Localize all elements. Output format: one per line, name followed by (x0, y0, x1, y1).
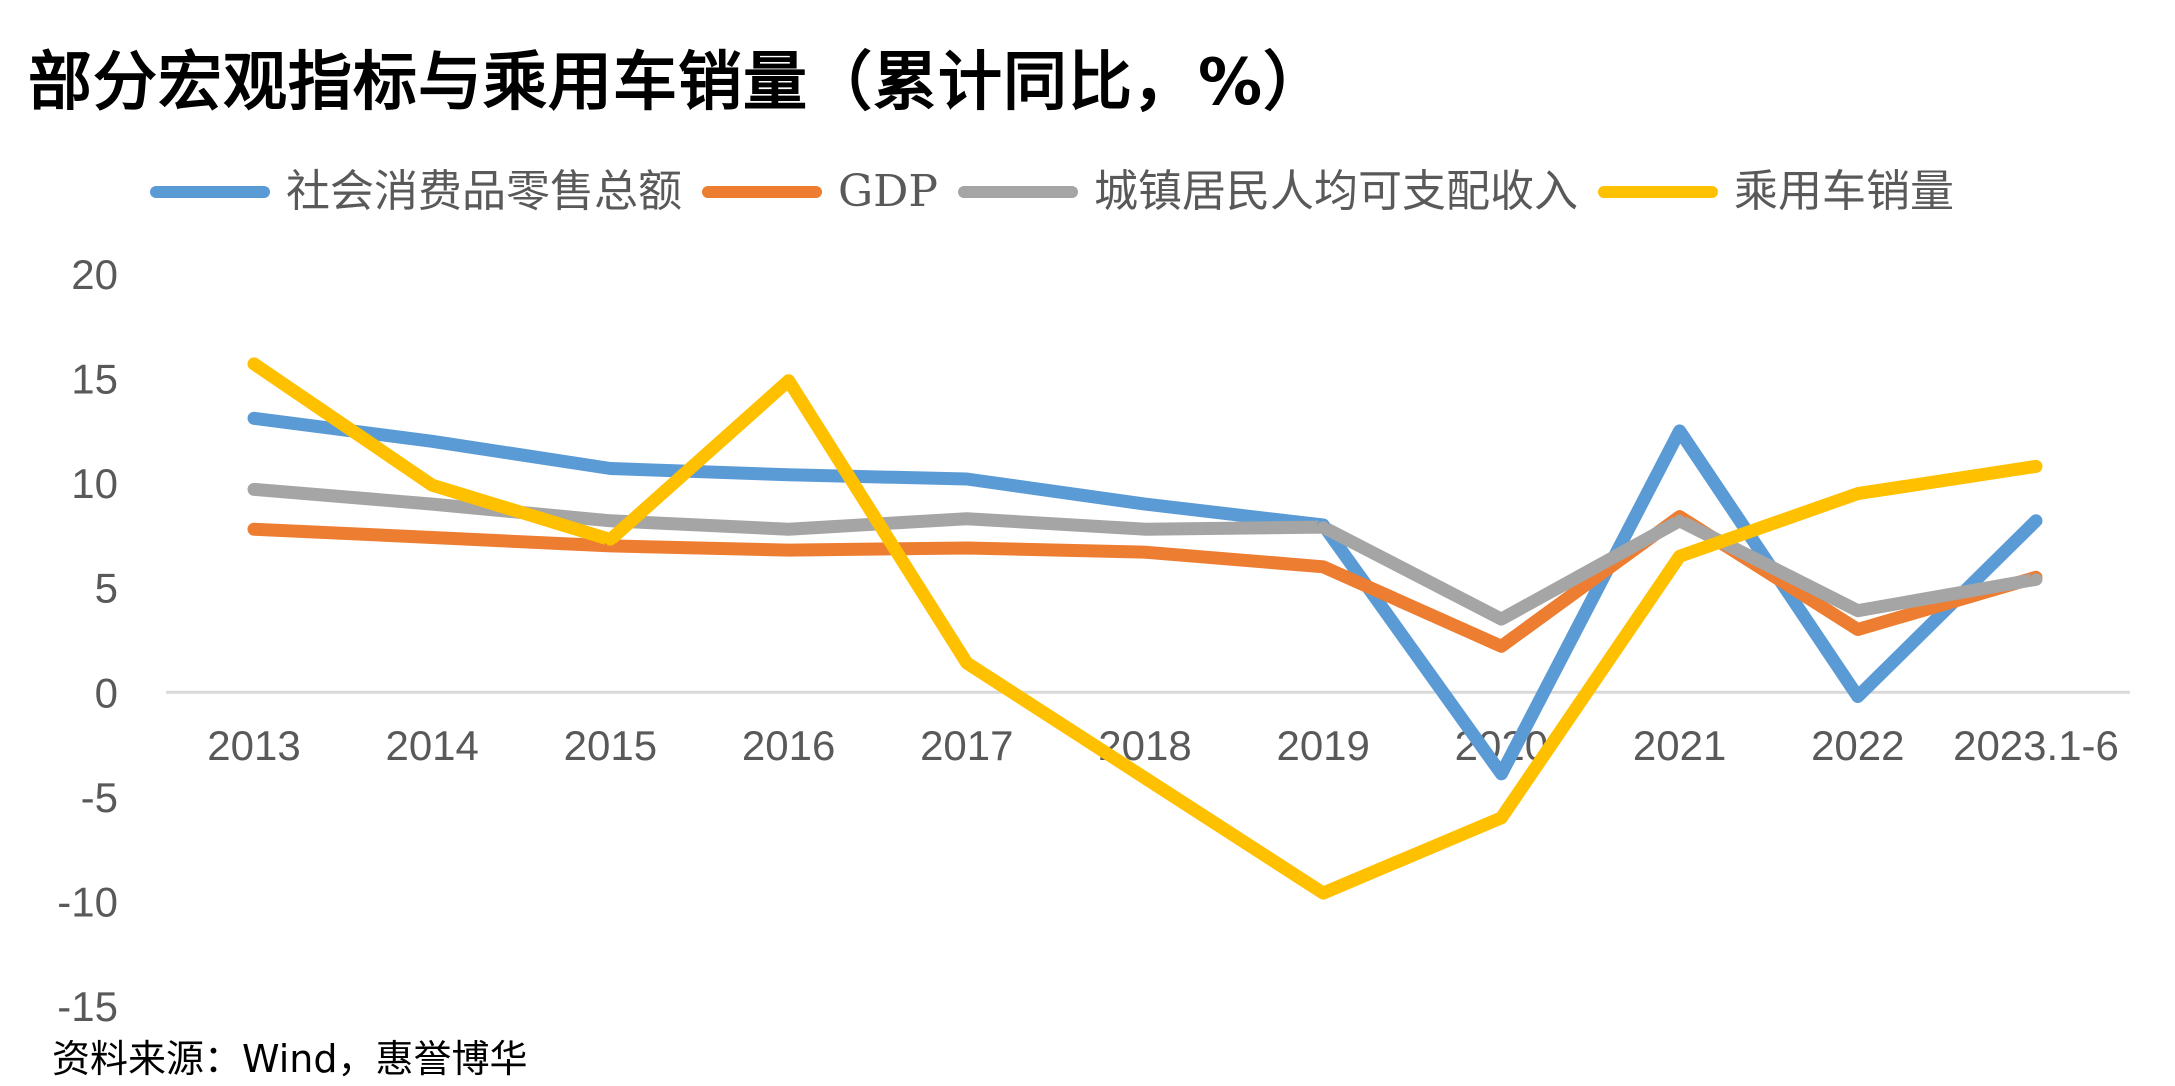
legend-item-passenger-car-sales: 乘用车销量 (1598, 162, 1954, 222)
data-point-3-7 (1495, 811, 1508, 824)
data-point-1-0 (248, 523, 260, 536)
data-point-3-9 (1851, 487, 1864, 500)
series-line-1 (247, 510, 2043, 653)
data-point-3-6 (1317, 887, 1330, 900)
y-tick-label: 20 (71, 251, 118, 298)
data-point-0-2 (604, 462, 617, 475)
data-point-3-10 (2030, 460, 2042, 473)
chart-title: 部分宏观指标与乘用车销量（累计同比，%） (28, 46, 1329, 120)
y-tick-label: -5 (81, 774, 118, 821)
data-point-2-9 (1851, 604, 1864, 617)
x-tick-label: 2013 (207, 722, 300, 769)
y-tick-label: 0 (95, 669, 118, 716)
x-tick-label: 2019 (1276, 722, 1369, 769)
legend-item-gdp: GDP (702, 162, 938, 222)
y-tick-label: 10 (71, 460, 118, 507)
data-point-1-7 (1495, 640, 1508, 653)
x-tick-label: 2023.1-6 (1953, 722, 2119, 769)
legend-label-retail-sales: 社会消费品零售总额 (286, 166, 682, 217)
x-tick-label: 2022 (1811, 722, 1904, 769)
y-tick-label: 15 (71, 356, 118, 403)
data-point-3-4 (960, 657, 973, 670)
legend-item-disposable-income: 城镇居民人均可支配收入 (958, 162, 1578, 222)
data-point-0-3 (782, 468, 795, 481)
data-point-2-4 (960, 512, 973, 525)
data-point-3-1 (426, 479, 439, 492)
data-point-2-8 (1673, 514, 1686, 527)
legend-swatch-passenger-car-sales (1598, 186, 1719, 198)
data-point-2-6 (1317, 521, 1330, 534)
y-tick-label: 5 (95, 565, 118, 612)
x-tick-label: 2017 (920, 722, 1013, 769)
x-tick-label: 2016 (742, 722, 835, 769)
source-note: 资料来源：Wind，惠誉博华 (52, 1037, 528, 1081)
data-point-1-1 (426, 531, 439, 544)
data-point-2-1 (426, 498, 439, 511)
data-point-0-1 (426, 435, 439, 448)
data-point-3-8 (1673, 550, 1686, 563)
legend-swatch-disposable-income (958, 186, 1079, 198)
y-tick-label: -10 (57, 878, 118, 925)
chart-legend: 社会消费品零售总额 GDP 城镇居民人均可支配收入 乘用车销量 (150, 160, 1974, 224)
data-point-3-5 (1139, 772, 1151, 785)
data-point-2-0 (248, 483, 260, 496)
data-point-0-10 (2030, 514, 2042, 527)
data-point-3-0 (248, 357, 260, 370)
data-point-2-7 (1495, 613, 1508, 626)
data-point-1-3 (782, 544, 795, 557)
x-tick-label: 2021 (1633, 722, 1726, 769)
legend-label-disposable-income: 城镇居民人均可支配收入 (1094, 166, 1579, 217)
series-line-3 (247, 357, 2043, 900)
data-point-0-0 (248, 412, 260, 425)
data-point-1-4 (960, 541, 973, 554)
data-point-2-3 (782, 523, 795, 536)
x-tick-label: 2015 (564, 722, 657, 769)
legend-swatch-retail-sales (150, 186, 270, 198)
legend-swatch-gdp (702, 186, 822, 198)
data-point-0-5 (1139, 498, 1151, 511)
data-point-0-4 (960, 472, 973, 485)
data-point-0-7 (1495, 767, 1508, 780)
data-point-1-9 (1851, 623, 1864, 636)
data-point-0-9 (1851, 690, 1864, 703)
data-point-2-2 (604, 514, 617, 527)
y-tick-label: -15 (57, 983, 118, 1030)
data-point-1-5 (1139, 546, 1151, 559)
legend-label-passenger-car-sales: 乘用车销量 (1734, 166, 1955, 217)
data-point-3-2 (604, 533, 617, 546)
data-point-0-8 (1673, 424, 1686, 437)
legend-item-retail-sales: 社会消费品零售总额 (150, 162, 682, 222)
series-line-0 (247, 411, 2043, 781)
x-tick-label: 2014 (385, 722, 478, 769)
legend-label-gdp: GDP (838, 166, 939, 217)
data-point-1-6 (1317, 560, 1330, 573)
data-point-2-5 (1139, 523, 1151, 536)
data-point-2-10 (2030, 573, 2042, 586)
data-point-3-3 (782, 374, 795, 387)
